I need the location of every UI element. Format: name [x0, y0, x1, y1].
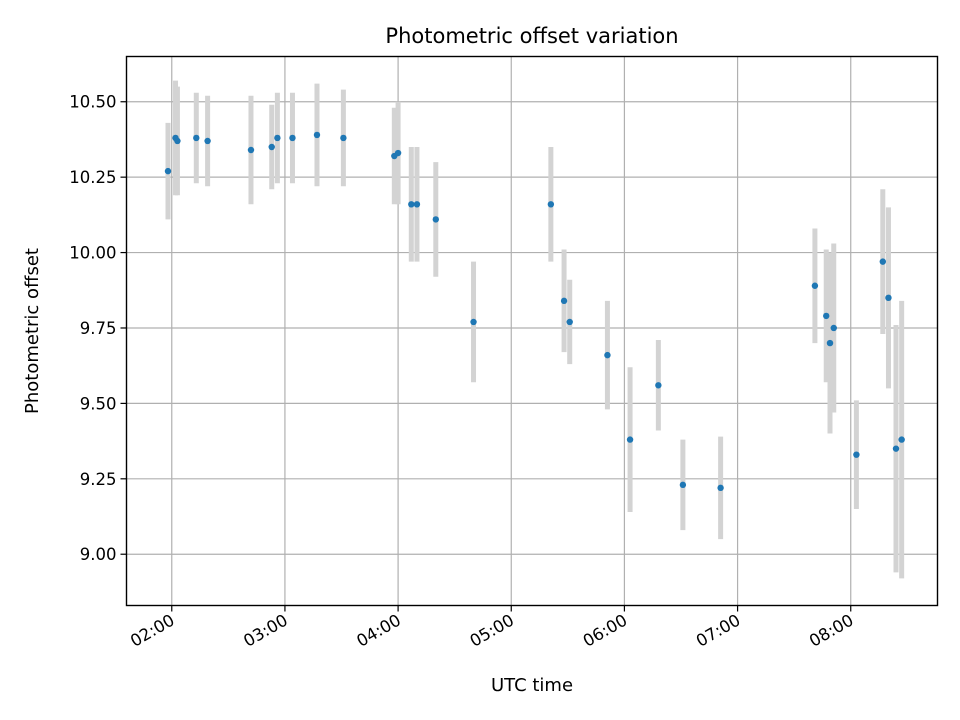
- x-tick-label: 04:00: [353, 611, 404, 651]
- y-tick-label: 9.75: [80, 319, 117, 338]
- data-point: [274, 134, 281, 142]
- data-point: [566, 318, 573, 326]
- data-point: [313, 131, 321, 139]
- data-point: [823, 312, 830, 320]
- x-tick-label: 02:00: [127, 611, 178, 651]
- data-points: [164, 131, 905, 492]
- data-point: [247, 146, 255, 154]
- data-point: [432, 216, 440, 223]
- data-point: [717, 484, 724, 492]
- x-tick-label: 08:00: [806, 611, 857, 651]
- data-point: [340, 134, 347, 142]
- data-point: [604, 351, 611, 359]
- data-point: [679, 481, 687, 489]
- data-point: [892, 445, 900, 452]
- data-point: [879, 258, 887, 265]
- x-tick-label: 05:00: [467, 611, 518, 651]
- data-point: [655, 382, 662, 389]
- y-tick-label: 9.25: [80, 470, 117, 489]
- x-tick-label: 06:00: [580, 611, 631, 651]
- data-point: [830, 324, 837, 332]
- chart-title: Photometric offset variation: [385, 24, 678, 48]
- data-point: [193, 134, 200, 142]
- y-tick-label: 10.00: [69, 244, 116, 263]
- data-point: [885, 294, 892, 302]
- y-axis-label: Photometric offset: [22, 248, 43, 414]
- x-tick-label: 07:00: [693, 611, 744, 651]
- data-point: [394, 149, 402, 157]
- plot-frame: [125, 55, 939, 607]
- data-point: [898, 436, 905, 443]
- data-point: [811, 282, 819, 289]
- data-point: [204, 137, 211, 145]
- data-point: [826, 339, 834, 347]
- data-point: [408, 201, 415, 208]
- data-point: [413, 201, 421, 208]
- y-tick-label: 10.50: [69, 93, 116, 112]
- y-tick-label: 10.25: [69, 168, 116, 187]
- data-point: [547, 201, 555, 208]
- error-bars: [165, 80, 905, 579]
- data-point: [268, 143, 275, 151]
- data-point: [560, 297, 568, 305]
- data-point: [626, 436, 634, 443]
- x-axis-label: UTC time: [491, 675, 573, 696]
- grid-lines: [126, 56, 938, 606]
- y-tick-label: 9.50: [80, 394, 117, 413]
- data-point: [853, 451, 860, 458]
- data-point: [289, 134, 296, 142]
- x-tick-label: 03:00: [240, 611, 291, 651]
- data-point: [164, 167, 172, 175]
- y-tick-label: 9.00: [80, 545, 117, 564]
- data-point: [174, 137, 181, 145]
- data-point: [470, 318, 477, 326]
- axis-ticks: 02:00 03:00 04:00 05:00 06:00 07:00 08:00 9.00 9…: [69, 93, 856, 651]
